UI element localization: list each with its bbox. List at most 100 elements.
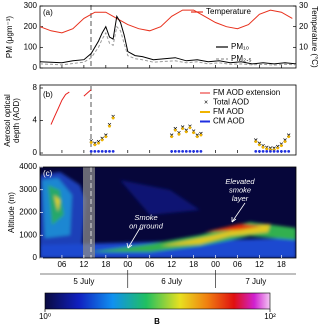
- point: [89, 141, 93, 144]
- series-line: [39, 9, 293, 34]
- series-line: [39, 25, 297, 66]
- point: [258, 149, 261, 153]
- point: [108, 124, 111, 128]
- point: [93, 143, 97, 147]
- point: [188, 149, 192, 153]
- point: [283, 149, 287, 153]
- y-axis-label: Altitude (m): [7, 192, 16, 233]
- point: [265, 147, 269, 151]
- y-tick-label: 4: [33, 116, 38, 125]
- point: [181, 127, 185, 131]
- point: [199, 149, 203, 153]
- point: [195, 149, 199, 153]
- y-axis-label: PM (μgm⁻³): [5, 16, 14, 58]
- x-tick-label: 06: [145, 260, 154, 269]
- colorbar-tick-label: 10²: [264, 312, 276, 321]
- x-tick-label: 18: [277, 260, 286, 269]
- point: [184, 149, 188, 153]
- y-axis-label: Aerosol optical: [3, 94, 12, 147]
- y2-tick-label: 10: [299, 42, 308, 51]
- x-tick-label: 06: [233, 260, 242, 269]
- day-label: 7 July: [245, 277, 266, 286]
- point: [199, 133, 203, 137]
- point: [272, 149, 276, 153]
- x-tick-label: 00: [123, 260, 132, 269]
- point: [276, 149, 280, 153]
- point: [104, 149, 108, 153]
- point: [104, 135, 108, 139]
- x-tick-label: 12: [167, 260, 176, 269]
- x-tick-label: 06: [57, 260, 66, 269]
- day-label: 6 July: [161, 277, 182, 286]
- point: [287, 149, 291, 153]
- annotation-arrows: [126, 202, 246, 249]
- point: [173, 128, 177, 132]
- point: [170, 135, 174, 139]
- point: [177, 132, 181, 136]
- colorbar-label: B: [154, 317, 160, 326]
- series-line: [83, 89, 92, 97]
- colorbar-tick-label: 10⁰: [39, 312, 51, 321]
- annotation: layer: [232, 194, 249, 203]
- point: [261, 145, 265, 149]
- point: [195, 135, 199, 139]
- day-label: 5 July: [73, 277, 94, 286]
- series-line: [50, 91, 70, 125]
- plot-frame: [39, 84, 297, 156]
- y-tick-label: 0: [33, 148, 38, 157]
- point: [100, 149, 104, 153]
- point: [100, 138, 104, 142]
- point: [170, 149, 174, 153]
- y-tick-label: 3000: [19, 185, 37, 194]
- annotation: Elevated: [225, 177, 255, 186]
- point: [97, 141, 100, 145]
- point: [287, 135, 291, 139]
- point: [108, 149, 111, 153]
- point: [192, 149, 196, 153]
- y2-tick-label: 30: [299, 1, 308, 10]
- annotation: smoke: [229, 185, 251, 194]
- point: [265, 149, 269, 153]
- point: [192, 131, 196, 135]
- x-tick-label: 18: [189, 260, 198, 269]
- legend-swatch: ×: [204, 99, 208, 106]
- point: [177, 149, 181, 153]
- x-tick-label: 12: [79, 260, 88, 269]
- point: [261, 149, 265, 153]
- point: [254, 149, 258, 153]
- point: [181, 149, 185, 153]
- y-tick-label: 2000: [19, 208, 37, 217]
- y-tick-label: 0: [33, 63, 38, 72]
- point: [89, 149, 93, 153]
- legend-label: CM AOD: [213, 117, 245, 126]
- x-tick-label: 00: [211, 260, 220, 269]
- y2-tick-label: 20: [299, 22, 308, 31]
- y-tick-label: 4000: [19, 162, 37, 171]
- annotation: Smoke: [134, 213, 157, 222]
- x-tick-label: 12: [255, 260, 264, 269]
- legend-label: PM₁₀: [231, 42, 249, 51]
- point: [254, 140, 258, 144]
- point: [283, 140, 287, 144]
- y-tick-label: 100: [24, 42, 38, 51]
- x-tick-label: 18: [101, 260, 110, 269]
- legend-label: PM₂.₅: [231, 54, 252, 63]
- panel-label: (a): [43, 8, 53, 17]
- y2-axis-label: Temperature (°C): [310, 6, 319, 68]
- series-line: [39, 14, 297, 65]
- point: [93, 149, 97, 153]
- point: [279, 144, 283, 148]
- y-tick-label: 0: [33, 253, 38, 262]
- point: [269, 149, 272, 153]
- point: [276, 146, 280, 150]
- legend-label: Total AOD: [213, 98, 249, 107]
- legend-label: FM AOD: [213, 107, 244, 116]
- point: [184, 130, 188, 134]
- y-axis-label: depth (AOD): [12, 98, 21, 143]
- y-tick-label: 8: [33, 83, 38, 92]
- point: [111, 116, 115, 120]
- legend-label: FM AOD extension: [213, 88, 280, 97]
- point: [258, 143, 261, 147]
- panel-label: (b): [43, 90, 53, 99]
